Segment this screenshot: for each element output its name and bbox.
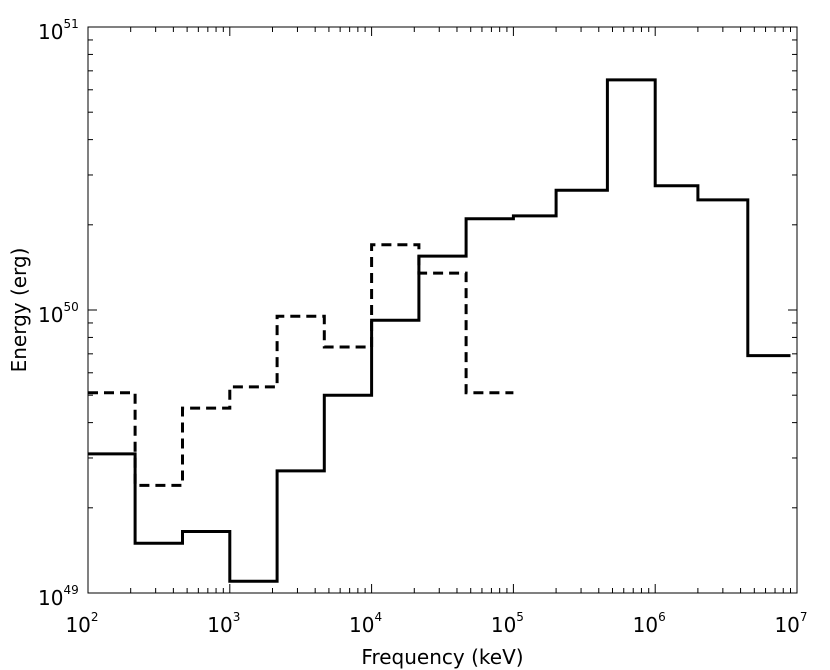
plot-frame	[87, 26, 798, 594]
x-tick-label: 103	[207, 610, 240, 637]
y-tick-label: 1049	[38, 583, 79, 610]
x-tick-exponent: 5	[516, 610, 524, 624]
x-tick-base: 10	[207, 613, 232, 637]
y-tick-base: 10	[38, 303, 63, 327]
x-tick-label: 102	[65, 610, 98, 637]
x-tick-base: 10	[349, 613, 374, 637]
y-tick-label: 1051	[38, 17, 79, 44]
y-tick-base: 10	[38, 586, 63, 610]
x-tick-exponent: 7	[800, 610, 808, 624]
major-ticks	[87, 26, 798, 594]
x-tick-label: 105	[491, 610, 524, 637]
y-axis-label: Energy (erg)	[7, 248, 31, 373]
y-tick-exponent: 49	[63, 583, 78, 597]
x-tick-exponent: 3	[233, 610, 241, 624]
y-tick-exponent: 50	[63, 300, 78, 314]
series-layer	[88, 78, 791, 583]
x-tick-exponent: 6	[658, 610, 666, 624]
x-tick-base: 10	[491, 613, 516, 637]
x-tick-base: 10	[65, 613, 90, 637]
x-axis-label: Frequency (keV)	[361, 645, 523, 669]
x-tick-labels: 102 103 104 105 106 107	[65, 610, 807, 637]
series-line-solid	[88, 78, 791, 583]
y-tick-exponent: 51	[63, 17, 78, 31]
x-tick-exponent: 2	[91, 610, 99, 624]
y-tick-label: 1050	[38, 300, 79, 327]
x-tick-label: 106	[633, 610, 666, 637]
x-tick-base: 10	[774, 613, 799, 637]
minor-ticks	[88, 27, 797, 593]
x-tick-label: 104	[349, 610, 382, 637]
series-line-dashed	[88, 243, 514, 487]
x-tick-label: 107	[774, 610, 807, 637]
x-tick-exponent: 4	[375, 610, 383, 624]
x-tick-base: 10	[633, 613, 658, 637]
y-tick-base: 10	[38, 20, 63, 44]
